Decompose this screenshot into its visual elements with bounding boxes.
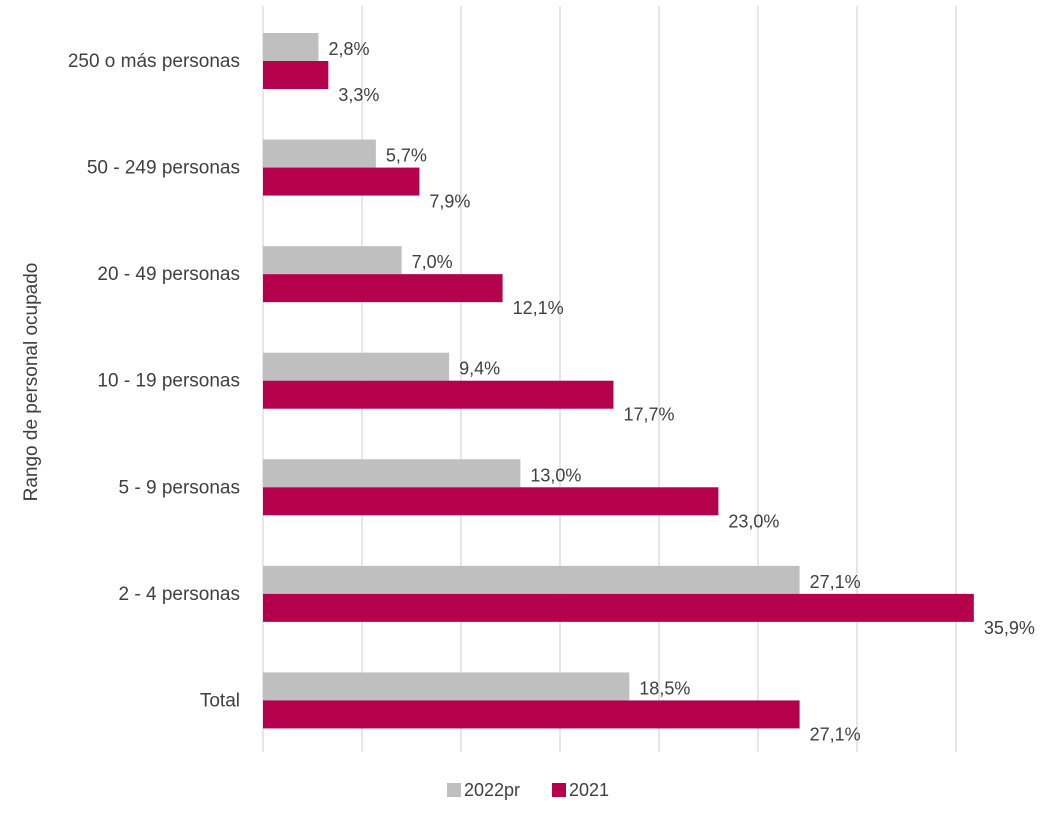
bars: [263, 33, 974, 729]
category-label: 50 - 249 personas: [87, 158, 240, 179]
data-labels: 2,8% 3,3% 5,7% 7,9% 7,0% 12,1% 9,4% 17,7% 13,0% 2…: [328, 39, 1034, 744]
category-label: 20 - 49 personas: [97, 264, 240, 285]
legend-swatch: [552, 783, 566, 797]
data-label: 35,9%: [984, 618, 1035, 638]
data-label: 9,4%: [459, 359, 500, 379]
y-axis-title: Rango de personal ocupado: [21, 263, 42, 502]
bar-series-2022pr: [263, 246, 402, 275]
bar-series-2021: [263, 61, 329, 89]
legend-label: 2021: [569, 780, 609, 800]
data-label: 3,3%: [338, 85, 379, 105]
bar-series-2021: [263, 487, 719, 516]
legend: 2022pr 2021: [447, 780, 609, 800]
category-label: 2 - 4 personas: [119, 584, 240, 605]
data-label: 18,5%: [639, 678, 690, 698]
data-label: 27,1%: [810, 572, 861, 592]
bar-series-2021: [263, 274, 503, 303]
data-label: 7,0%: [412, 252, 453, 272]
legend-label: 2022pr: [464, 780, 520, 800]
bar-series-2022pr: [263, 139, 376, 168]
data-label: 27,1%: [810, 724, 861, 744]
bar-series-2021: [263, 700, 800, 729]
bar-series-2022pr: [263, 459, 521, 488]
category-label: 5 - 9 personas: [119, 477, 240, 498]
bar-series-2021: [263, 380, 614, 409]
gridlines: [262, 6, 957, 752]
data-label: 2,8%: [328, 39, 369, 59]
category-label: Total: [200, 690, 240, 711]
category-label: 250 o más personas: [68, 51, 240, 72]
data-label: 7,9%: [429, 192, 470, 212]
category-label: 10 - 19 personas: [97, 371, 240, 392]
bar-series-2021: [263, 593, 974, 622]
data-label: 17,7%: [623, 405, 674, 425]
bar-series-2022pr: [263, 33, 319, 61]
data-label: 23,0%: [728, 511, 779, 531]
data-label: 12,1%: [513, 298, 564, 318]
data-label: 13,0%: [530, 465, 581, 485]
bar-series-2022pr: [263, 352, 450, 381]
bar-series-2022pr: [263, 565, 800, 594]
bar-series-2021: [263, 167, 420, 196]
legend-swatch: [447, 783, 461, 797]
data-label: 5,7%: [386, 146, 427, 166]
category-labels: 250 o más personas 50 - 249 personas 20 - …: [68, 51, 240, 711]
bar-series-2022pr: [263, 672, 630, 701]
